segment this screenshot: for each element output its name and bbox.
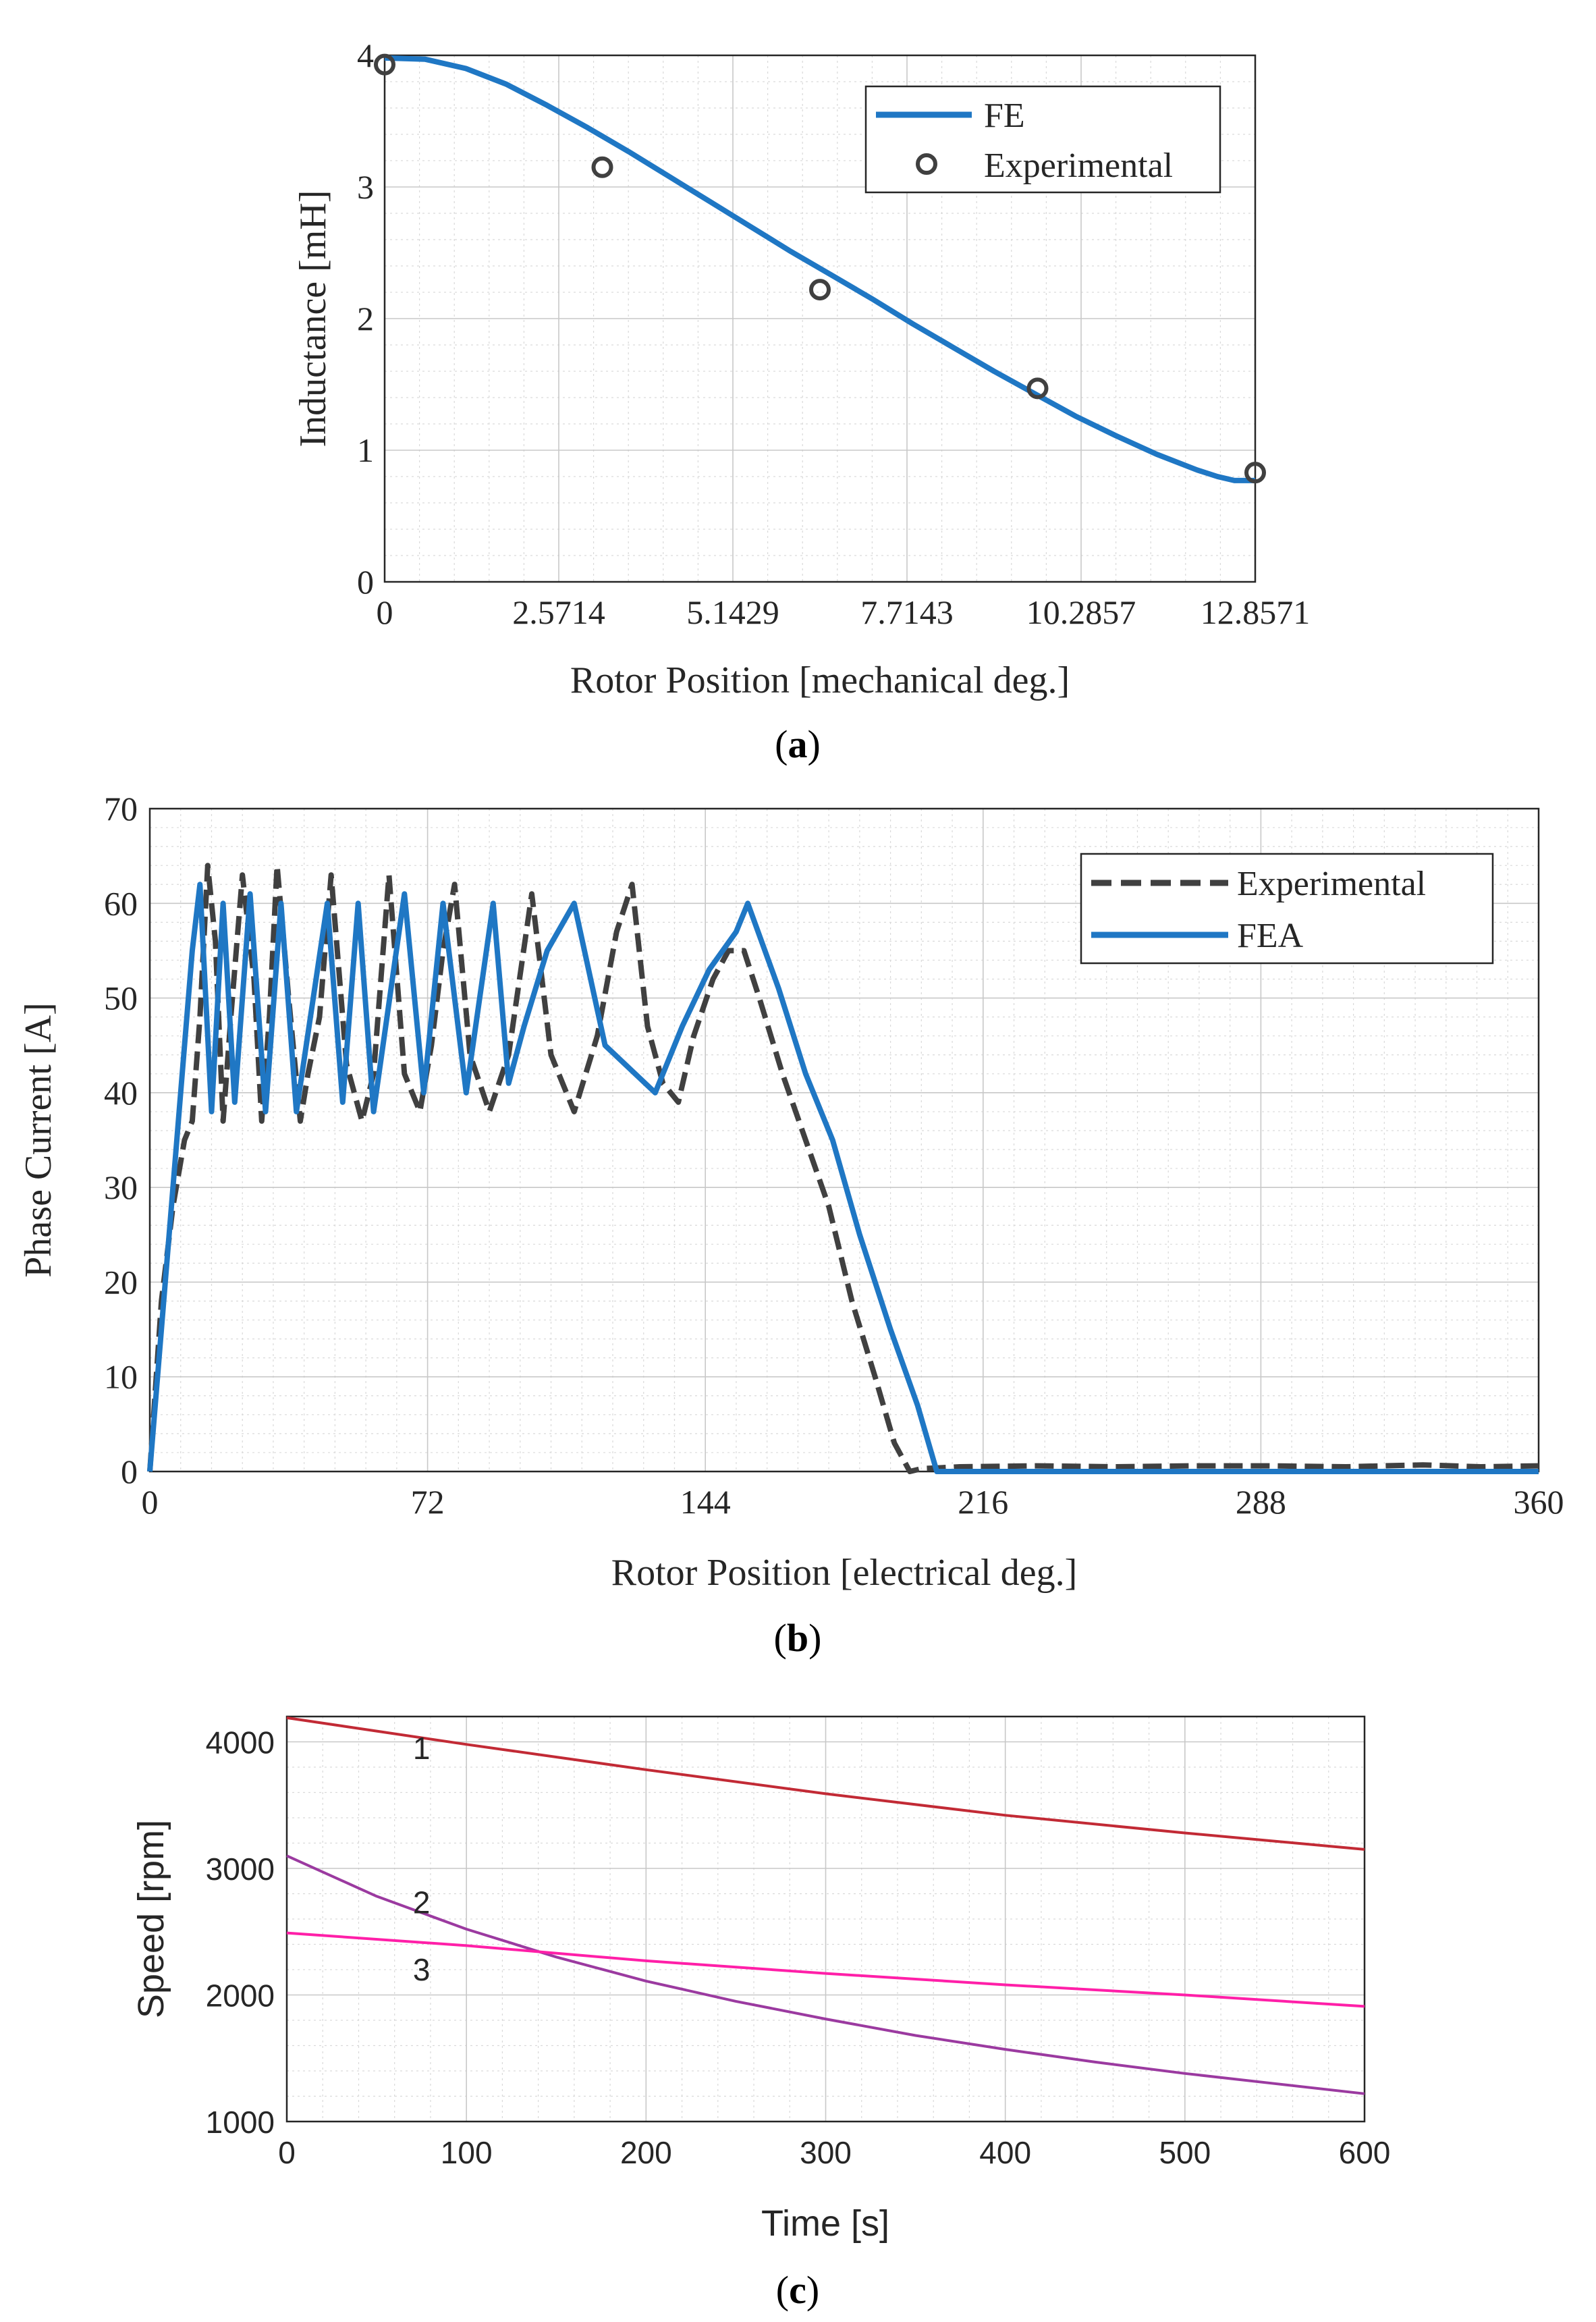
panel-a-legend: FE Experimental [864, 85, 1221, 194]
panel-c-x-axis-label: Time [s] [761, 2203, 889, 2244]
panel-b-y-tick-label: 50 [104, 979, 138, 1017]
panel-b-x-axis-label: Rotor Position [electrical deg.] [611, 1552, 1077, 1594]
panel-c-caption-letter: c [789, 2268, 806, 2312]
panel-b-y-tick-label: 70 [104, 790, 138, 828]
panel-a-axes-box [383, 54, 1257, 583]
panel-c-y-axis-label: Speed [rpm] [131, 1820, 171, 2018]
panel-a-legend-experimental-swatch [916, 153, 937, 175]
panel-b-x-tick-label: 0 [142, 1483, 159, 1521]
panel-c: 0 100 200 300 400 500 600 1000 2000 3000 4000 1 2 3… [131, 1715, 1390, 2312]
panel-b-y-tick-label: 20 [104, 1263, 138, 1301]
panel-b-legend: Experimental FEA [1080, 853, 1494, 965]
panel-b-x-tick-label: 144 [680, 1483, 731, 1521]
panel-b-caption-letter: b [787, 1616, 808, 1660]
panel-b-series-fea-line [147, 882, 1539, 1474]
panel-c-curve-label-3: 3 [413, 1952, 431, 1987]
panel-a-y-axis-label: Inductance [mH] [292, 190, 334, 448]
panel-a-y-tick-label: 4 [357, 36, 374, 74]
panel-b-y-tick-label: 10 [104, 1358, 138, 1396]
panel-c-x-tick-labels: 0 100 200 300 400 500 600 [278, 2135, 1390, 2170]
panel-a-series-experimental-point [591, 156, 613, 178]
panel-b-y-axis-label: Phase Current [A] [18, 1002, 59, 1277]
panel-a-series-fe-line [384, 55, 1255, 483]
panel-a-x-tick-label: 0 [377, 593, 393, 631]
panel-b-x-tick-label: 288 [1236, 1483, 1286, 1521]
panel-b-x-tick-label: 216 [958, 1483, 1008, 1521]
panel-c-x-tick-label: 500 [1159, 2135, 1211, 2170]
panel-a-x-axis-label: Rotor Position [mechanical deg.] [570, 659, 1070, 701]
panel-b-legend-experimental-label: Experimental [1237, 865, 1426, 903]
panel-b-legend-fea-label: FEA [1237, 917, 1304, 955]
panel-c-y-tick-labels: 1000 2000 3000 4000 [206, 1725, 275, 2140]
panel-c-x-tick-label: 400 [979, 2135, 1031, 2170]
panel-b-y-tick-label: 30 [104, 1168, 138, 1206]
panel-c-curve-label-1: 1 [413, 1731, 431, 1766]
panel-b-y-tick-labels: 0 10 20 30 40 50 60 70 [104, 790, 138, 1490]
panel-c-caption: (c) [776, 2268, 819, 2312]
panel-c-axes-box [285, 1715, 1366, 2123]
panel-b-y-tick-label: 60 [104, 884, 138, 922]
panel-c-y-tick-label: 1000 [206, 2105, 275, 2140]
panel-c-x-tick-label: 200 [620, 2135, 672, 2170]
panel-c-grid [286, 1717, 1365, 2122]
panel-c-series-3-line [286, 1931, 1365, 2008]
panel-b-x-tick-labels: 0 72 144 216 288 360 [142, 1483, 1564, 1521]
panel-a-y-tick-label: 2 [357, 300, 374, 338]
panel-a-series-experimental-point [374, 53, 395, 76]
panel-c-y-tick-label: 4000 [206, 1725, 275, 1760]
panel-c-x-tick-label: 0 [278, 2135, 296, 2170]
panel-a-series-experimental-point [1244, 462, 1266, 484]
panel-a-x-tick-label: 10.2857 [1026, 593, 1136, 631]
panel-a-y-tick-labels: 0 1 2 3 4 [357, 36, 374, 601]
panel-b: 0 72 144 216 288 360 0 10 20 30 40 50 60 70 Experime… [18, 790, 1564, 1660]
panel-a-y-tick-label: 0 [357, 563, 374, 601]
panel-a-y-tick-label: 1 [357, 431, 374, 469]
panel-b-series [147, 863, 1539, 1474]
panel-a-x-tick-labels: 0 2.5714 5.1429 7.7143 10.2857 12.8571 [377, 593, 1311, 631]
panel-b-x-tick-label: 360 [1514, 1483, 1564, 1521]
panel-b-legend-box [1080, 853, 1494, 965]
panel-b-axes-box [148, 807, 1540, 1473]
panel-b-x-tick-label: 72 [411, 1483, 445, 1521]
panel-a-series [374, 53, 1266, 484]
panel-c-series [286, 1716, 1365, 2095]
panel-a-caption-letter: a [788, 722, 808, 766]
panel-c-x-tick-label: 100 [441, 2135, 493, 2170]
panel-a-legend-experimental-label: Experimental [984, 146, 1173, 185]
panel-c-y-tick-label: 3000 [206, 1852, 275, 1887]
panel-a-y-tick-label: 3 [357, 168, 374, 206]
panel-a-series-experimental-point [1026, 377, 1049, 400]
panel-c-series-2-line [286, 1854, 1365, 2095]
panel-a-x-tick-label: 5.1429 [686, 593, 779, 631]
panel-b-y-tick-label: 0 [121, 1453, 138, 1490]
panel-c-x-tick-label: 600 [1339, 2135, 1391, 2170]
panel-c-series-1-line [286, 1716, 1365, 1851]
panel-a-series-experimental-point [809, 279, 831, 301]
panel-c-curve-labels: 1 2 3 [413, 1731, 431, 1987]
panel-a-x-tick-label: 12.8571 [1201, 593, 1311, 631]
panel-a-x-tick-label: 7.7143 [860, 593, 954, 631]
panel-b-y-tick-label: 40 [104, 1074, 138, 1112]
panel-c-curve-label-2: 2 [413, 1885, 431, 1920]
panel-a-legend-box [864, 85, 1221, 194]
panel-a: 0 2.5714 5.1429 7.7143 10.2857 12.8571 01234 … [292, 36, 1310, 766]
panel-a-legend-fe-label: FE [984, 97, 1025, 135]
panel-a-x-tick-label: 2.5714 [512, 593, 605, 631]
panel-b-caption: (b) [774, 1616, 822, 1660]
panel-a-caption: (a) [775, 722, 821, 766]
panel-c-x-tick-label: 300 [800, 2135, 852, 2170]
panel-c-y-tick-label: 2000 [206, 1978, 275, 2014]
